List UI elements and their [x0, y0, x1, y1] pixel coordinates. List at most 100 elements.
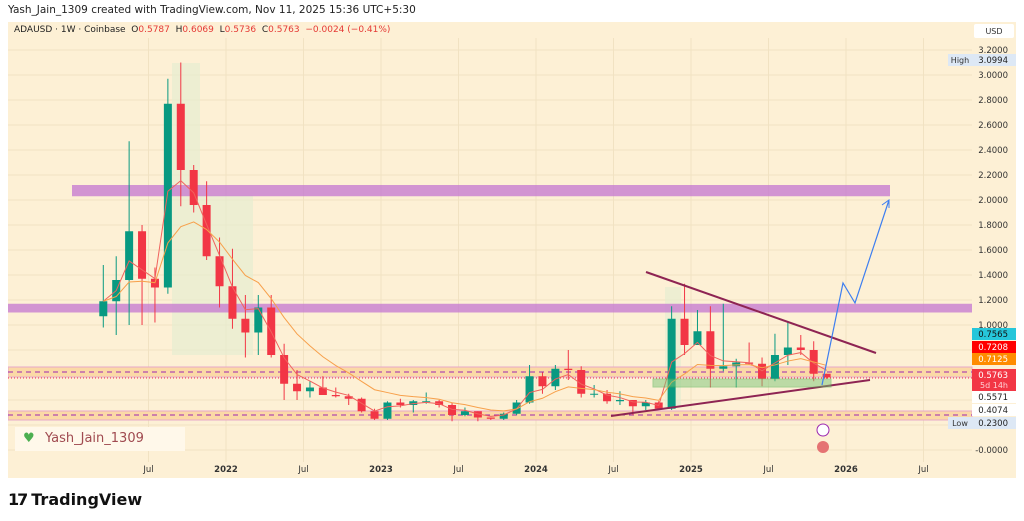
- chart-canvas[interactable]: USD 3.2000 3.0000 2.8000 2.6000 2.4000 2.2000 2…: [8, 22, 1016, 478]
- countdown-label: 5d 14h: [980, 381, 1008, 390]
- candle-body: [499, 413, 508, 419]
- candle-body: [228, 286, 237, 319]
- candle-body: [783, 347, 792, 355]
- ema-line: [103, 221, 827, 412]
- price-tick-label: 2.8000: [978, 96, 1008, 106]
- price-tick-label: 2.2000: [978, 171, 1008, 181]
- ema-line: [102, 179, 827, 417]
- candle-body: [435, 401, 444, 405]
- chart-credit: Yash_Jain_1309 created with TradingView.…: [8, 4, 416, 16]
- price-tick-label: 2.4000: [978, 146, 1008, 156]
- projection-path: [821, 199, 890, 386]
- candle-body: [370, 411, 379, 419]
- demand-box: [652, 378, 832, 388]
- time-tick-label: Jul: [142, 465, 153, 475]
- us-flag-event-icon: [817, 441, 829, 453]
- candle-body: [189, 170, 198, 205]
- price-label-box: [972, 404, 1016, 416]
- price-label: 0.5763: [978, 371, 1008, 381]
- low-value: 0.5736: [224, 25, 257, 35]
- price-label-box: [972, 391, 1016, 403]
- candle-body: [280, 355, 289, 384]
- candle-body: [396, 402, 405, 405]
- price-label-box: [972, 369, 1016, 391]
- candle-body: [99, 301, 108, 317]
- price-label: 3.0994: [978, 56, 1008, 66]
- candle-body: [590, 393, 599, 395]
- price-tick-label: 3.2000: [978, 46, 1008, 56]
- price-tick-label: 1.4000: [978, 271, 1008, 281]
- resistance-zone: [8, 303, 972, 313]
- candle-body: [318, 387, 327, 395]
- high-value: 0.6069: [182, 25, 214, 35]
- price-label-tag-text: High: [951, 56, 969, 65]
- candle-body: [305, 387, 314, 392]
- candle-body: [422, 401, 431, 403]
- candle-body: [693, 331, 702, 345]
- candle-body: [241, 318, 250, 333]
- price-label-box: [972, 54, 1016, 66]
- price-label: 0.4074: [978, 406, 1008, 416]
- candle-body: [383, 402, 392, 419]
- candle-body: [448, 405, 457, 415]
- candle-body: [460, 411, 469, 415]
- candle-body: [706, 331, 715, 369]
- candle-body: [163, 103, 172, 288]
- candle-body: [176, 103, 185, 170]
- price-tick-label: 2.6000: [978, 121, 1008, 131]
- brand-text: TradingView: [31, 490, 143, 509]
- time-tick-label: 2023: [369, 465, 393, 475]
- candle-body: [357, 398, 366, 412]
- candle-body: [603, 393, 612, 402]
- currency-label: USD: [985, 27, 1002, 36]
- candle-body: [331, 395, 340, 397]
- price-label: 0.7565: [978, 330, 1008, 340]
- candle-body: [732, 362, 741, 367]
- candle-body: [796, 347, 805, 350]
- price-label-tag: [948, 417, 972, 429]
- candle-body: [564, 368, 573, 370]
- tradingview-logo[interactable]: 17 TradingView: [8, 490, 142, 509]
- price-label-tag: [948, 54, 972, 66]
- descending-trendline: [645, 271, 877, 354]
- time-tick-label: Jul: [452, 465, 463, 475]
- time-tick-label: Jul: [607, 465, 618, 475]
- watermark-text: Yash_Jain_1309: [45, 431, 144, 446]
- chart-area[interactable]: USD 3.2000 3.0000 2.8000 2.6000 2.4000 2.2000 2…: [8, 22, 1016, 478]
- candle-body: [293, 383, 302, 392]
- price-label-box: [972, 417, 1016, 429]
- heart-icon: ♥: [23, 431, 35, 446]
- candle-body: [486, 417, 495, 419]
- candle-body: [770, 355, 779, 379]
- price-label-box: [972, 353, 1016, 365]
- time-tick-label: Jul: [917, 465, 928, 475]
- candle-body: [215, 256, 224, 287]
- change-value: −0.0024 (−0.41%): [305, 25, 391, 35]
- candle-body: [125, 231, 134, 280]
- candle-body: [254, 307, 263, 333]
- candle-body: [680, 318, 689, 345]
- price-label-box: [972, 341, 1016, 353]
- price-tick-label: 1.0000: [978, 321, 1008, 331]
- price-tick-label: -0.0000: [975, 446, 1008, 456]
- resistance-zone: [72, 185, 890, 197]
- time-tick-label: Jul: [762, 465, 773, 475]
- candle-body: [525, 376, 534, 403]
- symbol-label[interactable]: ADAUSD · 1W · Coinbase: [14, 25, 126, 35]
- candle-body: [628, 400, 637, 407]
- candle-body: [822, 373, 831, 378]
- price-label-box: [972, 328, 1016, 340]
- price-label: 0.2300: [978, 419, 1008, 429]
- currency-box: [974, 24, 1014, 38]
- candle-body: [344, 396, 353, 399]
- candle-body: [615, 400, 624, 402]
- symbol-legend: ADAUSD · 1W · Coinbase O0.5787 H0.6069 L…: [14, 25, 391, 35]
- time-tick-label: 2026: [834, 465, 858, 475]
- time-tick-label: 2022: [214, 465, 238, 475]
- price-tick-label: 3.0000: [978, 71, 1008, 81]
- price-label: 0.7125: [978, 355, 1008, 365]
- candle-body: [138, 231, 147, 279]
- open-value: 0.5787: [138, 25, 170, 35]
- time-tick-label: Jul: [297, 465, 308, 475]
- candle-body: [577, 370, 586, 394]
